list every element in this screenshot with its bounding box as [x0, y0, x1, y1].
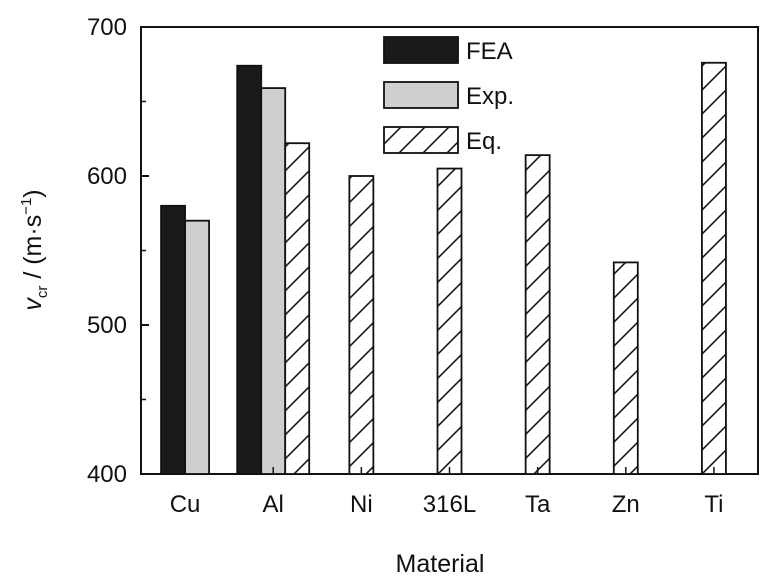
- legend-swatch-fea: [383, 36, 459, 64]
- bar-ti-eq: [701, 61, 727, 475]
- y-tick-label: 400: [87, 461, 127, 488]
- x-tick-label-ni: Ni: [350, 491, 373, 518]
- y-tick-label: 600: [87, 163, 127, 190]
- legend-swatch-eq: [383, 126, 459, 154]
- y-axis-title-close: ): [19, 189, 47, 197]
- y-tick-label: 500: [87, 312, 127, 339]
- legend-label-eq: Eq.: [466, 128, 502, 155]
- x-tick-label-al: Al: [263, 491, 284, 518]
- y-axis-title: vcr / (m·s−1): [18, 189, 51, 310]
- y-axis-title-sup: −1: [18, 198, 35, 215]
- legend-swatch-exp: [383, 81, 459, 109]
- x-axis: Cu Al Ni 316L Ta Zn Ti: [170, 467, 723, 518]
- bar-cu-fea: [160, 204, 186, 475]
- bar-al-eq: [284, 142, 311, 475]
- bar-ta-eq: [524, 154, 551, 475]
- y-tick-label: 700: [87, 14, 127, 41]
- x-axis-title: Material: [396, 550, 485, 578]
- bar-al-exp: [260, 87, 287, 475]
- legend-label-fea: FEA: [466, 38, 513, 65]
- bar-cu-exp: [184, 219, 210, 475]
- y-axis-title-var: v: [19, 297, 47, 311]
- y-axis: 400 500 600 700: [87, 14, 149, 488]
- bar-ni-eq: [348, 175, 375, 475]
- bar-316l-eq: [436, 167, 463, 475]
- legend-label-exp: Exp.: [466, 83, 514, 110]
- bar-zn-eq: [612, 261, 639, 475]
- bar-al-fea: [236, 64, 263, 475]
- x-tick-label-316l: 316L: [423, 491, 476, 518]
- y-axis-title-rest: / (m·s: [19, 215, 47, 286]
- y-axis-title-sub: cr: [34, 286, 51, 299]
- legend: FEA Exp. Eq.: [383, 36, 514, 155]
- x-tick-label-ti: Ti: [704, 491, 723, 518]
- x-tick-label-cu: Cu: [170, 491, 201, 518]
- x-tick-label-zn: Zn: [612, 491, 640, 518]
- bar-marks: [160, 61, 727, 475]
- x-tick-label-ta: Ta: [525, 491, 551, 518]
